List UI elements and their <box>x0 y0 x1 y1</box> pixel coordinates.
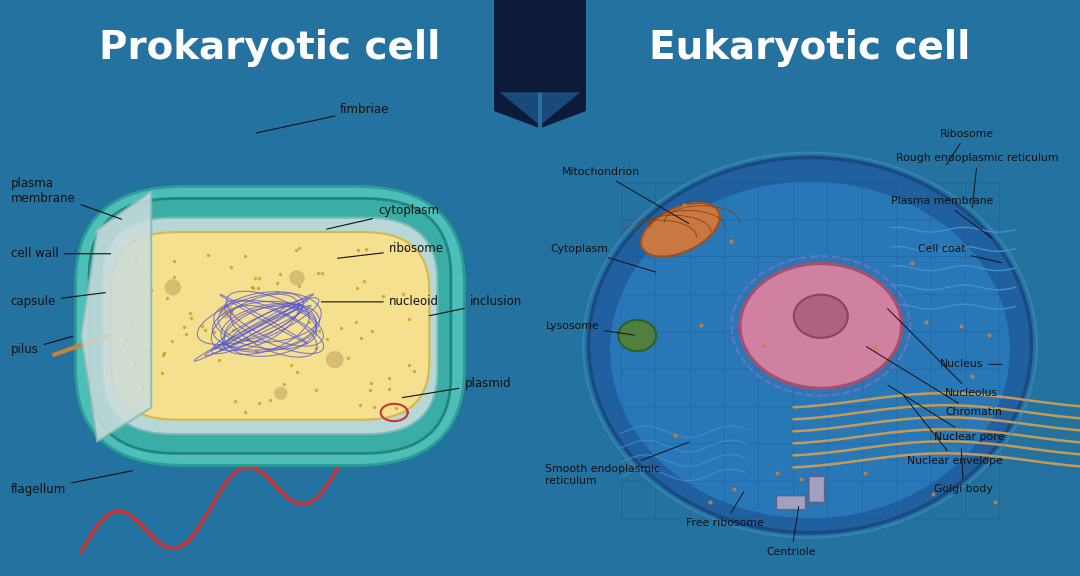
FancyBboxPatch shape <box>777 496 806 510</box>
FancyBboxPatch shape <box>90 199 451 453</box>
Text: Lysosome: Lysosome <box>545 321 634 335</box>
Ellipse shape <box>619 320 657 351</box>
Ellipse shape <box>289 271 305 285</box>
Ellipse shape <box>794 295 848 338</box>
Ellipse shape <box>220 305 233 318</box>
Text: Nucleus: Nucleus <box>940 359 1001 369</box>
Text: plasma
membrane: plasma membrane <box>11 177 122 219</box>
Ellipse shape <box>642 203 719 256</box>
Text: nucleoid: nucleoid <box>322 295 438 308</box>
Text: inclusion: inclusion <box>430 295 522 316</box>
Text: cytoplasm: cytoplasm <box>327 204 438 229</box>
Text: capsule: capsule <box>11 293 105 308</box>
Text: pilus: pilus <box>11 336 73 357</box>
Text: Ribosome: Ribosome <box>940 128 994 165</box>
Text: Prokaryotic cell: Prokaryotic cell <box>99 29 441 66</box>
Text: Plasma membrane: Plasma membrane <box>891 196 994 238</box>
Text: plasmid: plasmid <box>403 377 511 397</box>
Text: Rough endoplasmic reticulum: Rough endoplasmic reticulum <box>896 153 1058 208</box>
Text: Nuclear pore: Nuclear pore <box>888 385 1004 442</box>
Ellipse shape <box>165 280 180 295</box>
Text: Eukaryotic cell: Eukaryotic cell <box>649 29 971 66</box>
FancyBboxPatch shape <box>809 476 825 502</box>
Text: Centriole: Centriole <box>767 507 816 557</box>
Text: flagellum: flagellum <box>11 471 132 496</box>
FancyBboxPatch shape <box>103 218 437 434</box>
Text: fimbriae: fimbriae <box>257 103 390 133</box>
Text: Cell coat: Cell coat <box>918 244 1001 263</box>
Ellipse shape <box>610 181 1010 518</box>
Text: Smooth endoplasmic
reticulum: Smooth endoplasmic reticulum <box>545 442 689 486</box>
Text: Free ribosome: Free ribosome <box>686 492 764 528</box>
FancyBboxPatch shape <box>111 232 429 420</box>
Ellipse shape <box>589 158 1031 533</box>
Text: Golgi body: Golgi body <box>934 449 993 494</box>
Text: Nucleolus: Nucleolus <box>888 309 998 398</box>
Text: VS: VS <box>507 21 573 65</box>
Text: ribosome: ribosome <box>338 242 444 258</box>
Text: Mitochondrion: Mitochondrion <box>562 167 689 223</box>
Text: Chromatin: Chromatin <box>866 347 1002 418</box>
Text: Cytoplasm: Cytoplasm <box>551 244 657 272</box>
Text: Nuclear envelope: Nuclear envelope <box>904 395 1003 465</box>
Ellipse shape <box>326 351 343 367</box>
Polygon shape <box>81 191 151 441</box>
Text: cell wall: cell wall <box>11 247 110 260</box>
FancyBboxPatch shape <box>76 187 464 465</box>
Ellipse shape <box>274 388 287 399</box>
Ellipse shape <box>740 263 902 388</box>
